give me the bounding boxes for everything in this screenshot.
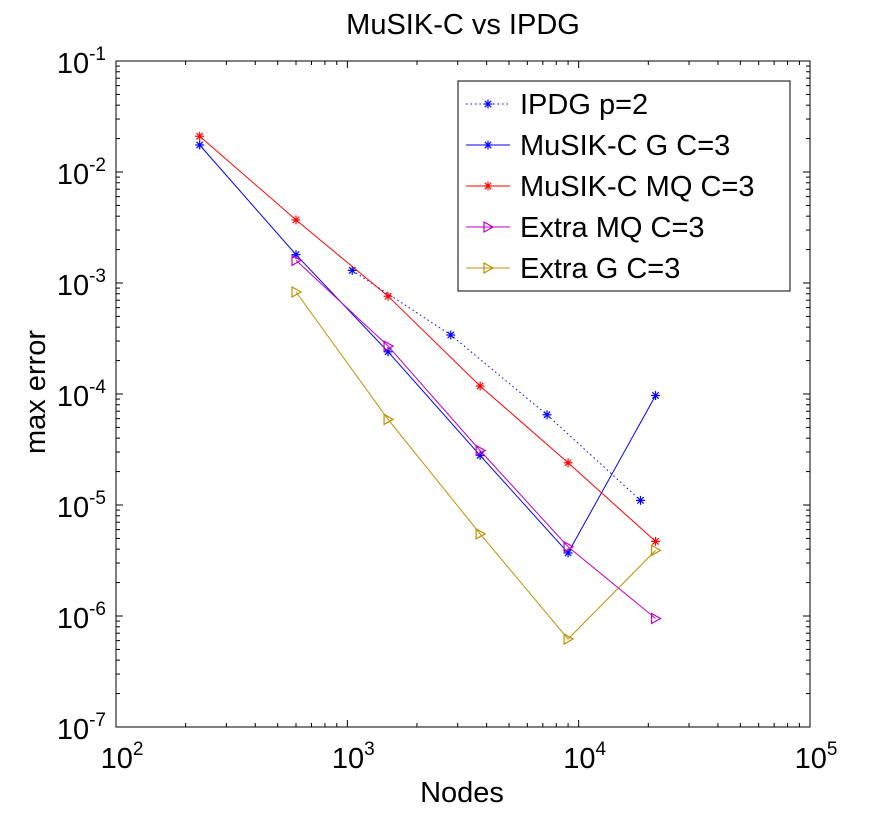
legend-marker: [483, 181, 493, 191]
y-tick-label: 10-4: [57, 377, 107, 413]
legend-label: MuSIK-C MQ C=3: [520, 171, 754, 203]
series-line: [199, 144, 657, 554]
data-point: [650, 544, 662, 557]
y-tick-label: 10-3: [57, 266, 106, 302]
x-tick-label: 104: [563, 739, 606, 775]
data-point: [291, 215, 301, 225]
data-point: [383, 413, 395, 426]
legend-marker: [483, 261, 495, 275]
legend-box: [457, 80, 791, 292]
legend-label: IPDG p=2: [520, 89, 648, 121]
series-3: [195, 131, 661, 546]
series-line: [199, 135, 656, 542]
data-point: [383, 291, 393, 301]
series-2: [195, 140, 661, 558]
legend-item: Extra G C=3: [466, 253, 680, 285]
legend-item: MuSIK-C MQ C=3: [466, 171, 754, 203]
y-axis-ticks: 10-7 10-6 10-5 10-4 10-3 10-2 10-1: [57, 44, 810, 746]
y-axis-label: max error: [20, 330, 52, 454]
legend-item: Extra MQ C=3: [466, 212, 705, 244]
data-point: [291, 254, 303, 267]
y-tick-label: 10-5: [57, 488, 106, 524]
x-tick-label: 103: [332, 739, 375, 775]
series-line: [295, 259, 656, 619]
data-point: [446, 330, 456, 340]
x-tick-label: 105: [795, 739, 838, 775]
legend-marker: [483, 220, 495, 234]
x-axis-ticks: 102 103 104 105: [101, 61, 838, 775]
data-point: [563, 633, 575, 646]
legend-label: MuSIK-C G C=3: [520, 130, 730, 162]
data-point: [635, 495, 645, 505]
data-point: [475, 381, 485, 391]
legend-marker: [483, 99, 493, 109]
x-axis-label: Nodes: [420, 777, 504, 809]
data-point: [195, 131, 205, 141]
y-tick-label: 10-6: [57, 599, 106, 635]
y-tick-label: 10-7: [57, 710, 106, 746]
legend-item: IPDG p=2: [466, 89, 648, 121]
x-tick-label: 102: [101, 739, 144, 775]
data-point: [291, 285, 303, 299]
data-point: [195, 140, 205, 150]
y-tick-label: 10-2: [57, 155, 106, 191]
legend-label: Extra MQ C=3: [520, 212, 705, 244]
series-5: [291, 285, 662, 646]
series-line: [295, 291, 656, 640]
y-tick-label: 10-1: [57, 44, 106, 80]
data-point: [650, 612, 662, 625]
data-point: [563, 458, 573, 468]
legend-item: MuSIK-C G C=3: [466, 130, 730, 162]
series-4: [291, 254, 662, 625]
data-point: [347, 265, 357, 275]
series-line: [351, 269, 641, 501]
legend: IPDG p=2 MuSIK-C G C=3 MuSIK-C MQ C=3 Extra…: [457, 80, 791, 292]
legend-label: Extra G C=3: [520, 253, 680, 285]
data-point: [651, 390, 661, 400]
legend-marker: [483, 140, 493, 150]
data-point: [563, 540, 575, 553]
data-point: [475, 527, 487, 540]
chart-title: MuSIK-C vs IPDG: [346, 9, 580, 41]
data-point: [383, 340, 395, 353]
data-point: [651, 536, 661, 546]
data-point: [542, 410, 552, 420]
data-point: [475, 450, 485, 460]
series-layer: [195, 131, 662, 646]
data-point: [475, 444, 487, 457]
